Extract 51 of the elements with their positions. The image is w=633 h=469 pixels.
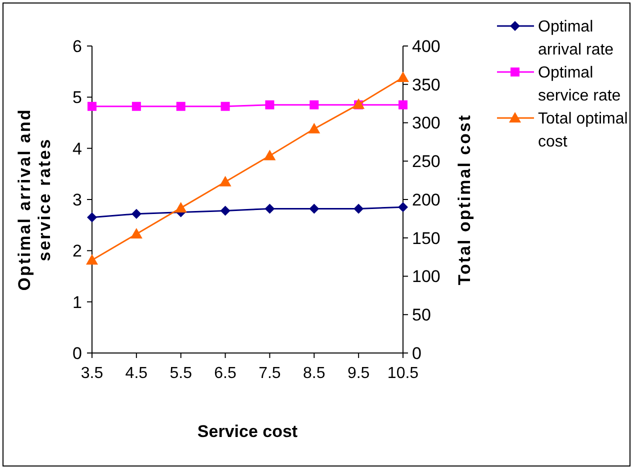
point — [265, 100, 274, 110]
x-tick-label: 9.5 — [347, 365, 370, 382]
y2-tick-label: 0 — [412, 344, 422, 363]
x-tick-label: 6.5 — [214, 365, 237, 382]
point — [174, 202, 187, 212]
point — [308, 122, 320, 134]
x-tick-label: 8.5 — [303, 365, 326, 382]
point — [219, 176, 232, 186]
y2-tick-label: 250 — [412, 152, 440, 172]
y-tick-label: 2 — [72, 242, 82, 261]
point — [309, 204, 320, 214]
x-tick-label: 5.5 — [170, 365, 192, 382]
y-tick-label: 4 — [72, 139, 82, 158]
point — [220, 206, 230, 216]
point — [264, 150, 276, 160]
point — [87, 212, 97, 222]
point — [264, 204, 275, 214]
point — [132, 102, 141, 111]
point — [398, 100, 408, 110]
y2-tick-label: 200 — [412, 190, 440, 210]
x-axis-title: Service cost — [197, 422, 298, 441]
point — [131, 208, 142, 219]
y2-tick-label: 150 — [412, 228, 440, 248]
x-tick-label: 3.5 — [80, 365, 104, 382]
y-tick-label: 3 — [72, 190, 82, 210]
y-axis-title: Optimal arrival and service rates — [15, 108, 54, 291]
point — [88, 102, 96, 111]
y-tick-label: 1 — [72, 292, 82, 312]
point — [130, 228, 142, 239]
legend-label: Optimal service rate — [538, 64, 621, 105]
y2-tick-label: 300 — [412, 114, 440, 133]
point — [220, 102, 230, 111]
x-tick-label: 10.5 — [387, 365, 419, 382]
x-tick-label: 4.5 — [125, 365, 148, 382]
y2-tick-label: 50 — [412, 306, 431, 325]
y2-tick-label: 100 — [412, 267, 440, 286]
point — [354, 204, 364, 214]
point — [397, 71, 409, 82]
y2-axis-title: Total optimal cost — [455, 114, 474, 286]
y-tick-label: 0 — [72, 344, 82, 363]
point — [310, 100, 319, 110]
y-tick-label: 6 — [72, 36, 82, 56]
x-tick-label: 7.5 — [258, 365, 281, 382]
point — [398, 202, 408, 212]
y2-tick-label: 350 — [412, 75, 440, 94]
y-tick-label: 5 — [72, 88, 82, 108]
legend-label: Total optimal cost — [538, 110, 628, 151]
legend-label: Optimal arrival rate — [538, 18, 614, 59]
point — [176, 102, 186, 111]
point — [86, 254, 98, 265]
y2-tick-label: 400 — [412, 36, 440, 56]
